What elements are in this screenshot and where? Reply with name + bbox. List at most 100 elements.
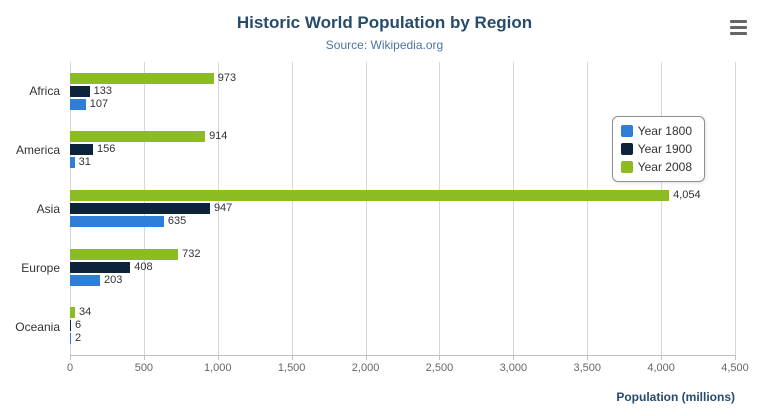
bar-year-2008[interactable] [70,307,76,319]
gridline [587,62,589,355]
axis-tick-mark [70,355,71,360]
bar-row: 34 [70,306,735,319]
legend-swatch-icon [620,125,633,137]
legend-swatch-icon [620,161,633,173]
bar-value-label: 947 [213,201,233,214]
bar-row: 732 [70,247,735,260]
bar-row: 156 [70,143,735,156]
bar-value-label: 6 [75,319,82,332]
y-axis-labels: Africa America Asia Europe Oceania [0,62,70,356]
gridline [291,62,293,355]
bar-year-2008[interactable] [70,72,214,84]
bar-row: 635 [70,214,735,227]
legend-swatch-icon [620,143,633,155]
bar-group: 914 156 31 [70,121,735,180]
bar-row: 973 [70,71,735,84]
legend-item-label: Year 1900 [637,142,692,156]
bar-row: 133 [70,85,735,97]
x-axis-tick-label: 4,000 [647,362,675,374]
category-label: America [15,143,60,158]
bar-row: 947 [70,201,735,214]
category-label: Europe [21,260,60,275]
axis-tick-mark [291,355,293,360]
bar-value-label: 973 [217,71,237,84]
legend-item-label: Year 2008 [637,160,692,174]
category-label: Asia [36,201,60,216]
x-axis-tick-label: 0 [66,362,74,374]
axis-tick-mark [365,355,367,360]
bar-value-label: 34 [79,306,92,319]
bar-year-1900[interactable] [70,85,90,97]
bar-year-1900[interactable] [70,320,71,332]
legend-item[interactable]: Year 2008 [620,160,692,174]
bar-year-1800[interactable] [70,215,164,227]
gridline [217,62,219,355]
bar-value-label: 635 [167,214,187,227]
bar-year-1900[interactable] [70,144,94,156]
hamburger-icon [730,20,747,23]
x-axis-tick-label: 1,000 [204,362,232,374]
bar-groups: 973 133 107 914 156 31 4,054 947 635 732 408 203 34 6… [70,62,735,355]
bar-group: 4,054 947 635 [70,179,735,238]
bar-year-1800[interactable] [70,157,75,169]
x-axis-tick-label: 3,000 [499,362,528,374]
x-axis-tick-label: 2,500 [425,362,454,374]
legend-items: Year 1800 Year 1900 Year 2008 [620,124,692,174]
legend-item[interactable]: Year 1900 [620,142,692,156]
bar-row: 408 [70,260,735,273]
bar-year-2008[interactable] [70,248,179,260]
bar-year-1900[interactable] [70,261,131,273]
gridline [513,62,515,355]
axis-tick-mark [661,355,663,360]
x-axis-tick-label: 4,500 [721,362,749,374]
gridline [365,62,367,355]
bar-value-label: 107 [89,97,109,110]
hamburger-icon [730,26,747,29]
chart-title: Historic World Population by Region [236,13,533,32]
chart-area: Africa America Asia Europe Oceania 973 133 107… [0,62,749,374]
legend-item-label: Year 1800 [637,124,692,138]
plot-area: 973 133 107 914 156 31 4,054 947 635 732 408 203 34 6… [67,62,749,374]
legend-item[interactable]: Year 1800 [620,124,692,138]
bar-value-label: 732 [182,247,201,260]
chart-subtitle: Source: Wikipedia.org [325,38,444,52]
x-axis-ticks: 0 500 1,000 1,500 2,000 2,500 3,000 3,500 4,000 4… [66,355,749,377]
axis-tick-mark [439,355,441,360]
bar-row: 31 [70,156,735,169]
bar-value-label: 203 [103,273,123,286]
bar-row: 2 [70,332,735,345]
bar-group: 34 6 2 [70,296,735,355]
gridline [735,62,736,355]
bar-value-label: 2 [75,332,82,345]
bar-row: 107 [70,97,735,110]
category-label: Africa [29,84,60,99]
axis-tick-mark [143,355,145,360]
x-axis-tick-label: 3,500 [573,362,601,374]
axis-tick-mark [217,355,219,360]
bar-row: 203 [70,273,735,286]
bar-group: 973 133 107 [70,62,735,121]
bar-value-label: 31 [78,156,91,169]
bar-year-1800[interactable] [70,333,71,345]
bar-year-2008[interactable] [70,189,670,201]
bar-value-label: 408 [134,260,153,273]
x-axis-title: Population (millions) [616,390,735,404]
bar-year-2008[interactable] [70,131,206,143]
gridline [661,62,663,355]
bar-year-1800[interactable] [70,98,86,110]
category-label: Oceania [15,319,60,334]
legend: Year 1800 Year 1900 Year 2008 [611,116,705,182]
gridline [439,62,441,355]
bar-row: 4,054 [70,188,735,201]
bar-row: 6 [70,319,735,332]
bar-year-1800[interactable] [70,274,100,286]
bar-group: 732 408 203 [70,238,735,297]
bar-value-label: 4,054 [673,188,701,201]
x-axis-tick-label: 500 [134,362,154,374]
axis-tick-mark [587,355,589,360]
bar-value-label: 156 [97,143,116,156]
export-menu-button[interactable] [730,20,747,35]
axis-tick-mark [513,355,515,360]
bar-year-1900[interactable] [70,202,210,214]
